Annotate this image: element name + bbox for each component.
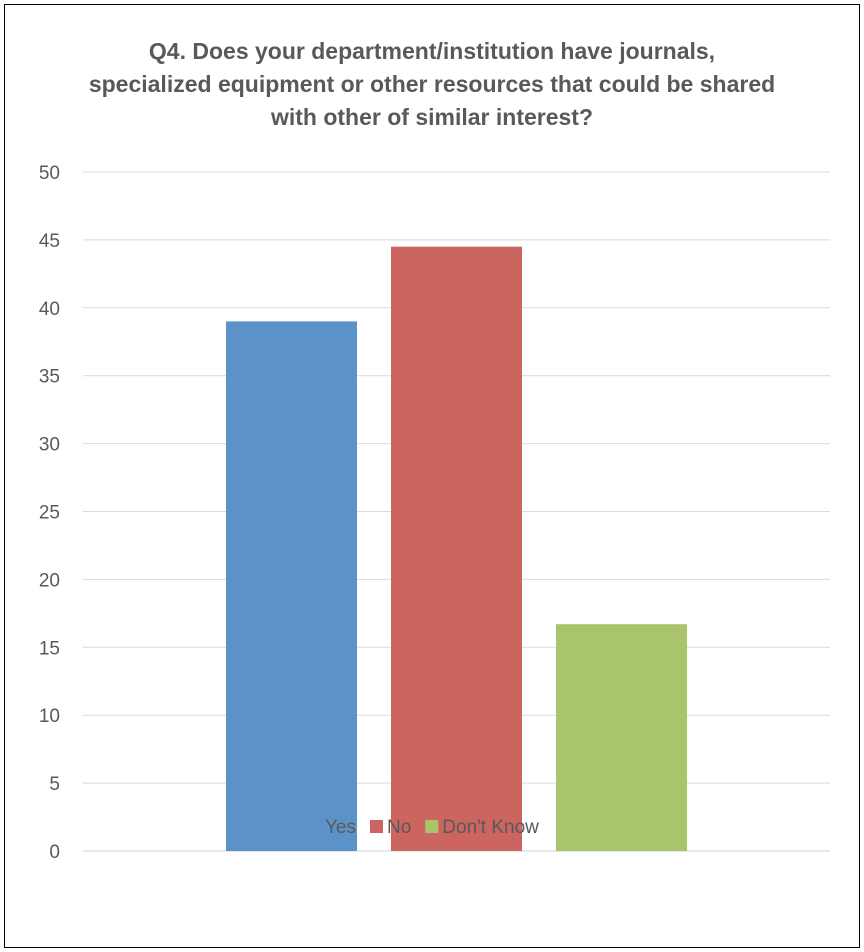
bar-don-t-know — [556, 624, 687, 851]
y-axis: 0 5 10 15 20 25 30 35 40 45 50 — [39, 163, 60, 863]
legend-label: Don't Know — [442, 817, 539, 838]
chart-title: Q4. Does your department/institution hav… — [88, 38, 776, 130]
legend-label: No — [387, 817, 411, 838]
bar-yes — [226, 321, 357, 851]
legend-swatch — [425, 820, 439, 833]
y-tick-label: 40 — [39, 299, 60, 320]
y-tick-label: 25 — [39, 503, 60, 524]
y-tick-label: 30 — [39, 435, 60, 456]
y-tick-label: 0 — [49, 842, 60, 863]
y-tick-label: 45 — [39, 231, 60, 252]
y-tick-label: 50 — [39, 163, 60, 184]
bar-no — [391, 246, 522, 851]
y-tick-label: 35 — [39, 367, 60, 388]
y-tick-label: 10 — [39, 706, 60, 727]
y-tick-label: 5 — [49, 774, 60, 795]
bars — [226, 246, 687, 851]
legend-swatch — [308, 820, 321, 833]
legend-swatch — [370, 820, 383, 833]
y-tick-label: 15 — [39, 638, 60, 659]
y-tick-label: 20 — [39, 570, 60, 591]
legend: Yes No Don't Know — [308, 817, 539, 838]
legend-label: Yes — [325, 817, 356, 838]
